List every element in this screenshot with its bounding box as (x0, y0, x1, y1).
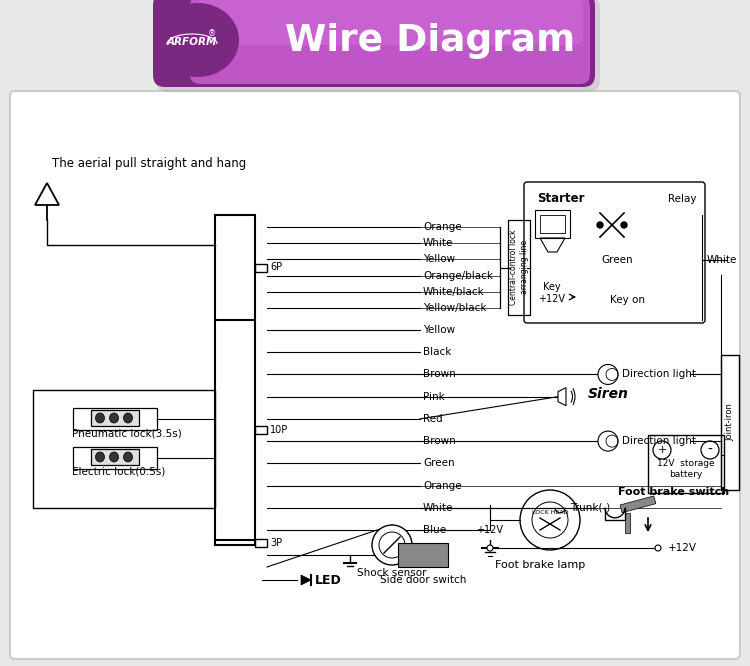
Text: Central-control lock
arranging line: Central-control lock arranging line (509, 230, 529, 305)
Text: Shock sensor: Shock sensor (357, 568, 427, 578)
Circle shape (372, 525, 412, 565)
Bar (91, 449, 139, 465)
Ellipse shape (95, 413, 104, 423)
Bar (255, 264, 267, 272)
Text: ARFORM: ARFORM (166, 37, 218, 47)
Bar (33, 390, 215, 508)
Text: LOCK HEAD: LOCK HEAD (532, 509, 568, 515)
Text: +: + (657, 445, 667, 455)
Bar (73, 447, 157, 469)
FancyBboxPatch shape (190, 0, 590, 84)
Text: 3P: 3P (270, 537, 282, 547)
Bar (91, 410, 139, 426)
Bar (648, 435, 724, 493)
Text: 12V  storage
battery: 12V storage battery (657, 460, 715, 479)
Text: Yellow: Yellow (423, 254, 455, 264)
Bar (398, 543, 448, 567)
Bar (540, 215, 565, 233)
Ellipse shape (110, 413, 118, 423)
Text: Green: Green (602, 255, 633, 265)
Text: Pneumatic lock(3.5s): Pneumatic lock(3.5s) (72, 428, 182, 438)
Text: LED: LED (315, 573, 342, 587)
FancyBboxPatch shape (10, 91, 740, 659)
Text: 10P: 10P (270, 425, 288, 435)
Text: Trunk(-): Trunk(-) (570, 503, 610, 513)
Circle shape (487, 545, 493, 551)
Text: Orange/black: Orange/black (423, 270, 493, 280)
Circle shape (655, 545, 661, 551)
Text: Blue: Blue (423, 525, 446, 535)
Ellipse shape (110, 452, 118, 462)
Ellipse shape (95, 452, 104, 462)
Bar (255, 426, 267, 434)
Text: Yellow: Yellow (423, 325, 455, 335)
Bar (508, 220, 530, 315)
Text: Pink: Pink (423, 392, 445, 402)
Text: Foot brake lamp: Foot brake lamp (495, 560, 585, 570)
Text: Siren: Siren (588, 387, 628, 401)
Text: ®: ® (208, 29, 216, 39)
Text: White: White (706, 255, 737, 265)
Polygon shape (301, 575, 311, 585)
Bar (73, 408, 157, 430)
Text: Side door switch: Side door switch (380, 575, 466, 585)
Text: Electric lock(0.5s): Electric lock(0.5s) (72, 467, 165, 477)
Text: Starter: Starter (537, 192, 584, 206)
Text: Joint-iron: Joint-iron (725, 404, 734, 442)
Circle shape (621, 222, 627, 228)
Text: Yellow/black: Yellow/black (423, 303, 487, 313)
Text: White/black: White/black (423, 287, 484, 297)
Text: Orange: Orange (423, 481, 461, 491)
Text: Wire Diagram: Wire Diagram (285, 23, 575, 59)
FancyBboxPatch shape (197, 0, 583, 45)
Text: Relay: Relay (668, 194, 696, 204)
Text: Brown: Brown (423, 370, 456, 380)
Ellipse shape (124, 452, 133, 462)
Text: Orange: Orange (423, 222, 461, 232)
Text: o: o (656, 543, 661, 553)
Ellipse shape (124, 413, 133, 423)
FancyBboxPatch shape (153, 0, 595, 87)
Text: Black: Black (423, 347, 451, 357)
Text: White: White (423, 503, 453, 513)
Text: Direction light: Direction light (622, 370, 696, 380)
Ellipse shape (157, 3, 239, 77)
Text: Brown: Brown (423, 436, 456, 446)
Bar (721, 355, 739, 490)
Text: The aerial pull straight and hang: The aerial pull straight and hang (52, 157, 246, 170)
Bar (535, 210, 570, 238)
Bar (625, 513, 630, 533)
Text: Foot brake switch: Foot brake switch (618, 487, 729, 497)
Text: +12V: +12V (476, 525, 503, 535)
Circle shape (598, 364, 618, 384)
Circle shape (598, 431, 618, 451)
Text: Direction light: Direction light (622, 436, 696, 446)
Text: +12V: +12V (668, 543, 697, 553)
Text: Key on: Key on (610, 295, 644, 305)
Text: White: White (423, 238, 453, 248)
Bar (255, 539, 267, 547)
Text: Key
+12V: Key +12V (538, 282, 566, 304)
Circle shape (597, 222, 603, 228)
Polygon shape (558, 388, 566, 406)
Text: Green: Green (423, 458, 454, 468)
Text: 6P: 6P (270, 262, 282, 272)
Text: -: - (707, 443, 712, 457)
FancyBboxPatch shape (156, 0, 600, 92)
Bar (215, 215, 255, 545)
Text: Red: Red (423, 414, 442, 424)
Bar (620, 496, 656, 513)
